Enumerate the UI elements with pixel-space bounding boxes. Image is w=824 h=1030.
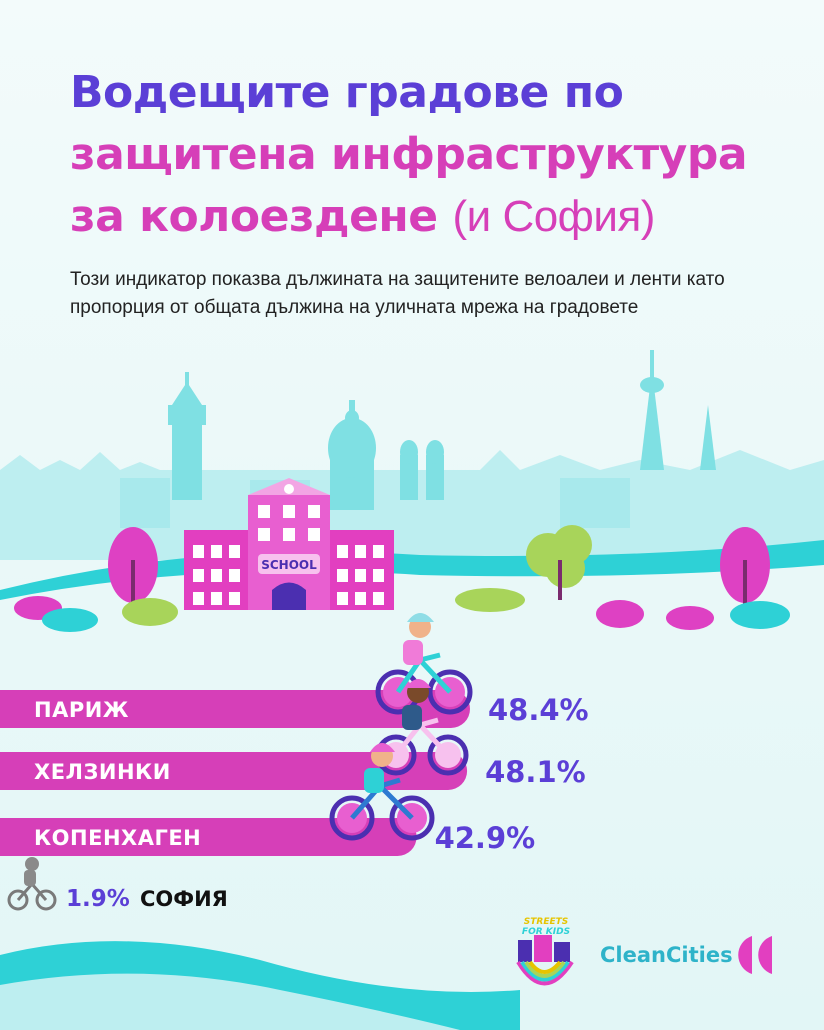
- svg-text:STREETS: STREETS: [524, 917, 568, 927]
- cyclist-1: [375, 613, 473, 715]
- bar-chart: ПАРИЖ 48.4% ХЕЛЗИНКИ 48.1% КОПЕНХАГЕН 42.9%: [0, 690, 589, 856]
- svg-text:CleanCities: CleanCities: [600, 943, 733, 967]
- bar-1: [0, 690, 470, 728]
- school-sign: SCHOOL: [261, 558, 317, 572]
- bar-3: [0, 818, 417, 856]
- bar-value-2: 48.1%: [485, 755, 586, 789]
- bar-2: [0, 752, 468, 790]
- title-line-3: за колоездене (и София): [70, 186, 790, 248]
- title-suffix: (и София): [452, 192, 655, 241]
- page-title: Водещите градове по защитена инфраструкт…: [70, 62, 790, 248]
- streets-for-kids-logo: STREETS FOR KIDS: [516, 917, 574, 986]
- bar-label-sofia: СОФИЯ: [140, 887, 228, 911]
- title-line-1: Водещите градове по: [70, 67, 624, 118]
- bar-label-3: КОПЕНХАГЕН: [34, 826, 201, 850]
- school-windows: [193, 505, 384, 605]
- sofia-cyclist: [7, 857, 57, 911]
- clean-cities-logo: CleanCities: [600, 936, 772, 974]
- tree-right: [720, 527, 770, 612]
- bar-label-1: ПАРИЖ: [34, 698, 129, 722]
- city-landmarks: [120, 350, 716, 528]
- svg-text:FOR KIDS: FOR KIDS: [522, 927, 570, 937]
- bushes: [14, 588, 790, 632]
- title-line-3-text: за колоездене: [70, 191, 438, 242]
- bar-value-1: 48.4%: [488, 693, 589, 727]
- tree-green: [526, 525, 592, 600]
- bar-label-2: ХЕЛЗИНКИ: [34, 760, 171, 784]
- title-line-2: защитена инфраструктура: [70, 129, 748, 180]
- tree-left: [108, 527, 158, 612]
- cyclist-3: [329, 743, 435, 841]
- bottom-wave-light: [0, 973, 460, 1030]
- description: Този индикатор показва дължината на защи…: [70, 269, 725, 318]
- bar-value-sofia: 1.9%: [66, 886, 130, 912]
- bar-value-3: 42.9%: [435, 821, 536, 855]
